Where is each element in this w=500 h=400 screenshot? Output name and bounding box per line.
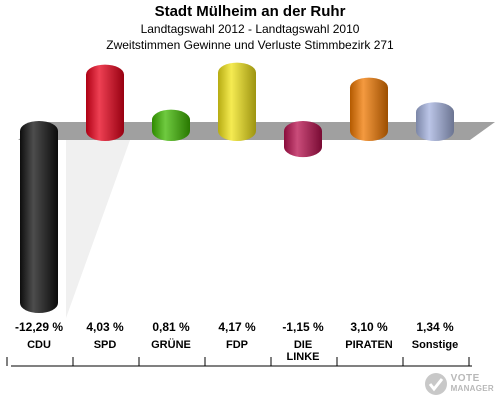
bar-spd bbox=[86, 64, 124, 141]
chart-subtitle-district: Zweitstimmen Gewinne und Verluste Stimmb… bbox=[106, 38, 394, 52]
category-label: PIRATEN bbox=[345, 339, 393, 351]
chart-title: Stadt Mülheim an der Ruhr bbox=[154, 3, 346, 20]
value-label: 4,17 % bbox=[218, 320, 256, 334]
zero-plane-shadow bbox=[66, 140, 130, 318]
bar-piraten bbox=[350, 77, 388, 141]
value-label: 1,34 % bbox=[416, 320, 454, 334]
bar-die-linke bbox=[284, 121, 322, 158]
category-label: GRÜNE bbox=[151, 338, 191, 351]
value-label: 3,10 % bbox=[350, 320, 388, 334]
value-label: -12,29 % bbox=[15, 320, 63, 334]
vote-manager-logo: VOTE MANAGER bbox=[424, 372, 494, 396]
bar-gr-ne bbox=[152, 109, 190, 141]
chart-subtitle-elections: Landtagswahl 2012 - Landtagswahl 2010 bbox=[140, 22, 360, 36]
category-label: Sonstige bbox=[412, 339, 458, 351]
category-label: DIE LINKE bbox=[287, 339, 320, 363]
bar-fdp bbox=[218, 62, 256, 142]
value-label: 4,03 % bbox=[86, 320, 124, 334]
bar-sonstige bbox=[416, 102, 454, 141]
value-label: -1,15 % bbox=[282, 320, 324, 334]
category-label: SPD bbox=[94, 339, 117, 351]
ballot-check-icon bbox=[424, 373, 447, 395]
bar-cdu bbox=[20, 121, 58, 314]
category-label: FDP bbox=[226, 339, 248, 351]
value-label: 0,81 % bbox=[152, 320, 190, 334]
logo-text-manager: MANAGER bbox=[450, 384, 494, 393]
category-label: CDU bbox=[27, 339, 51, 351]
logo-text-vote: VOTE bbox=[450, 373, 480, 384]
